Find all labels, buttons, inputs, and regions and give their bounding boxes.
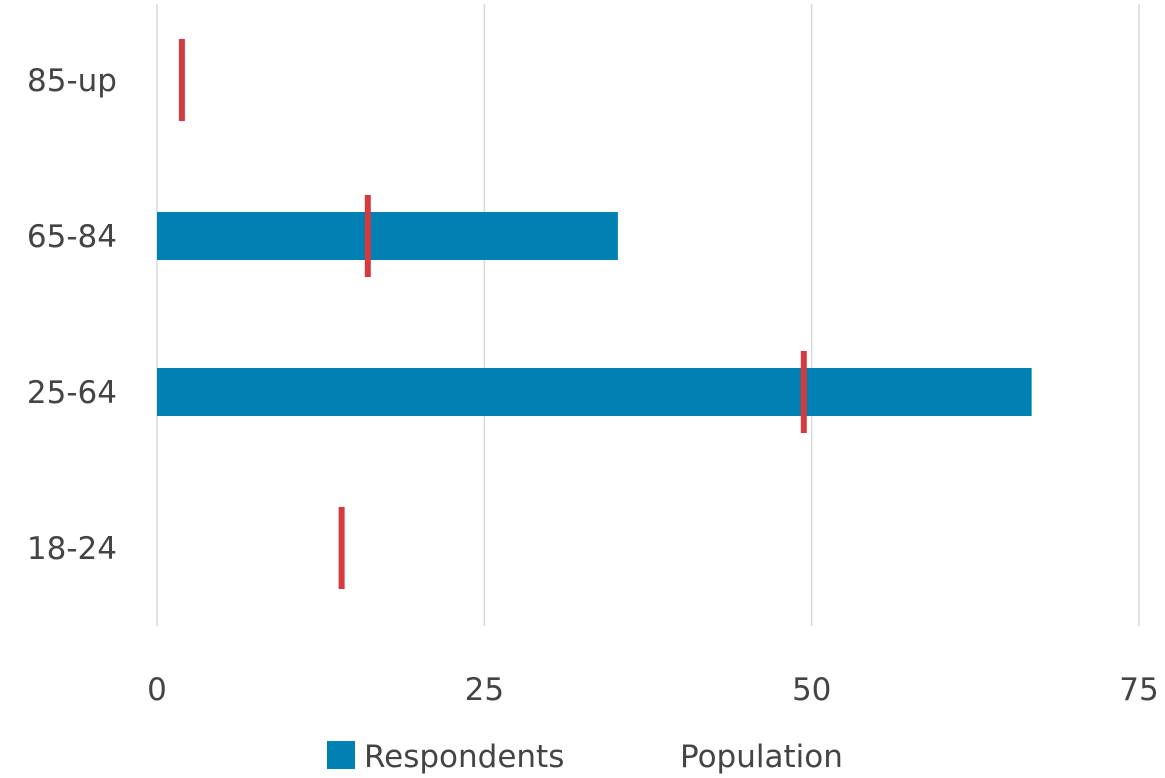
- bar-respondents-25-64: [157, 368, 1032, 416]
- x-axis-labels: 0 25 50 75: [147, 672, 1159, 708]
- bars: [157, 212, 1032, 416]
- y-tick-label-25-64: 25-64: [27, 375, 117, 411]
- x-tick-label-50: 50: [792, 672, 831, 708]
- x-tick-label-25: 25: [465, 672, 504, 708]
- legend-label-population: Population: [680, 739, 843, 775]
- y-tick-label-65-84: 65-84: [27, 219, 117, 255]
- bar-respondents-65-84: [157, 212, 618, 260]
- gridlines: [156, 4, 1140, 626]
- y-tick-label-85-up: 85-up: [27, 63, 117, 99]
- x-tick-label-75: 75: [1119, 672, 1158, 708]
- legend-swatch-respondents: [327, 741, 355, 769]
- marker-population-18-24: [338, 507, 345, 589]
- x-tick-label-0: 0: [147, 672, 167, 708]
- marker-population-25-64: [800, 351, 807, 433]
- population-markers: [178, 39, 807, 589]
- y-tick-label-18-24: 18-24: [27, 531, 117, 567]
- marker-population-65-84: [364, 195, 371, 277]
- marker-population-85-up: [178, 39, 185, 121]
- legend: Respondents Population: [327, 739, 843, 775]
- legend-label-respondents: Respondents: [364, 739, 564, 775]
- y-axis-labels: 18-24 25-64 65-84 85-up: [27, 63, 117, 567]
